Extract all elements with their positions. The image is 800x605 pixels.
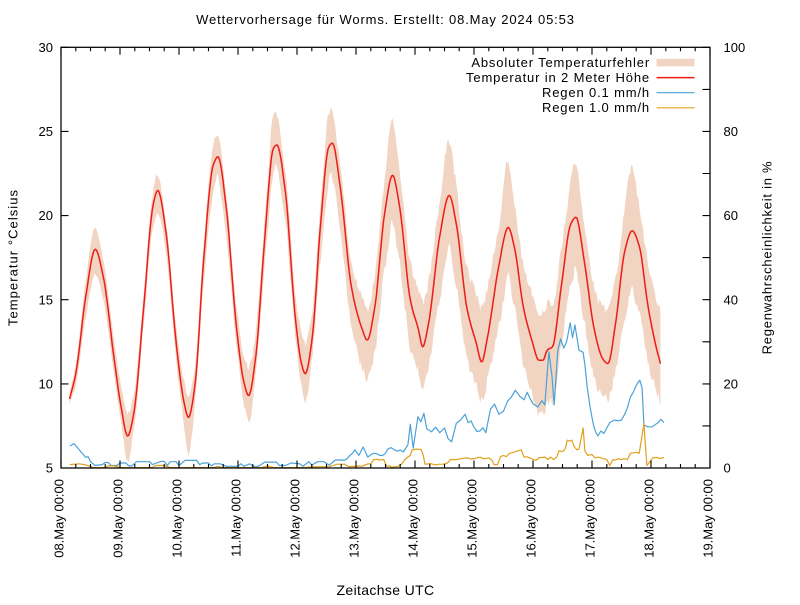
svg-text:09.May 00:00: 09.May 00:00 <box>111 479 126 558</box>
svg-text:80: 80 <box>724 124 738 139</box>
svg-text:Zeitachse UTC: Zeitachse UTC <box>337 582 435 598</box>
svg-text:20: 20 <box>724 377 738 392</box>
svg-text:Regen 0.1 mm/h: Regen 0.1 mm/h <box>542 85 650 100</box>
svg-text:18.May 00:00: 18.May 00:00 <box>642 479 657 558</box>
svg-text:Absoluter Temperaturfehler: Absoluter Temperaturfehler <box>471 55 650 70</box>
svg-text:5: 5 <box>46 461 53 476</box>
svg-text:Wettervorhersage für Worms. Er: Wettervorhersage für Worms. Erstellt: 08… <box>196 12 575 27</box>
svg-text:25: 25 <box>39 124 53 139</box>
svg-text:13.May 00:00: 13.May 00:00 <box>347 479 362 558</box>
svg-text:14.May 00:00: 14.May 00:00 <box>406 479 421 558</box>
svg-text:17.May 00:00: 17.May 00:00 <box>583 479 598 558</box>
svg-text:12.May 00:00: 12.May 00:00 <box>288 479 303 558</box>
svg-text:Temperatur in 2 Meter Höhe: Temperatur in 2 Meter Höhe <box>466 70 650 85</box>
svg-text:08.May 00:00: 08.May 00:00 <box>52 479 67 558</box>
svg-text:Temperatur °Celsius: Temperatur °Celsius <box>6 189 21 326</box>
svg-text:15: 15 <box>39 292 53 307</box>
svg-text:Regen 1.0 mm/h: Regen 1.0 mm/h <box>542 100 650 115</box>
svg-text:Regenwahrscheinlichkeit in %: Regenwahrscheinlichkeit in % <box>760 161 775 355</box>
svg-text:10.May 00:00: 10.May 00:00 <box>170 479 185 558</box>
svg-text:0: 0 <box>724 461 731 476</box>
svg-text:20: 20 <box>39 208 53 223</box>
svg-text:16.May 00:00: 16.May 00:00 <box>524 479 539 558</box>
svg-text:100: 100 <box>724 40 746 55</box>
svg-text:19.May 00:00: 19.May 00:00 <box>701 479 716 558</box>
svg-text:60: 60 <box>724 208 738 223</box>
svg-text:40: 40 <box>724 292 738 307</box>
svg-text:10: 10 <box>39 377 53 392</box>
svg-text:15.May 00:00: 15.May 00:00 <box>465 479 480 558</box>
svg-text:11.May 00:00: 11.May 00:00 <box>229 479 244 557</box>
svg-text:30: 30 <box>39 40 53 55</box>
